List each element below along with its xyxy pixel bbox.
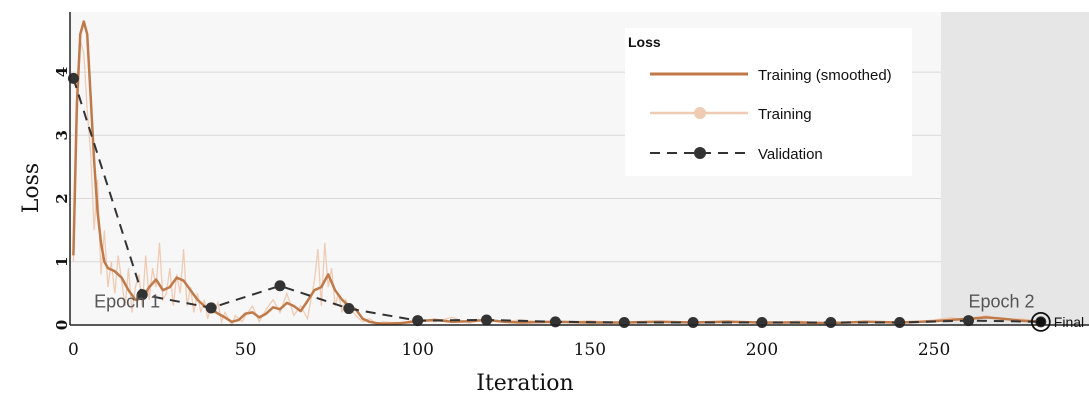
x-tick-label: 0 xyxy=(68,340,79,360)
validation-point xyxy=(687,316,699,328)
plot-background xyxy=(70,12,1089,325)
x-tick-label: 250 xyxy=(918,340,950,360)
validation-point xyxy=(481,314,493,326)
legend-label-validation: Validation xyxy=(758,146,823,163)
validation-point xyxy=(136,289,148,301)
y-tick-label: 4 xyxy=(53,67,71,77)
final-dot xyxy=(1036,317,1046,327)
x-tick-label: 50 xyxy=(235,340,257,360)
x-tick-label: 150 xyxy=(574,340,606,360)
validation-point xyxy=(618,316,630,328)
validation-point xyxy=(756,316,768,328)
validation-point xyxy=(343,303,355,315)
validation-point xyxy=(412,315,424,327)
epoch2-shaded-region xyxy=(940,12,1089,325)
training-smoothed-line xyxy=(72,20,1041,325)
x-tick-label: 200 xyxy=(746,340,778,360)
legend-label-smoothed: Training (smoothed) xyxy=(758,67,892,84)
validation-point xyxy=(205,302,217,314)
legend-title: Loss xyxy=(628,34,661,50)
y-tick-label: 1 xyxy=(53,257,71,267)
epoch-1-label: Epoch 1 xyxy=(94,291,160,311)
y-tick-label: 0 xyxy=(53,320,71,330)
final-ring xyxy=(1030,311,1051,332)
validation-point xyxy=(825,316,837,328)
final-marker xyxy=(1030,311,1051,332)
y-tick-label: 2 xyxy=(53,193,71,203)
y-tick-label: 3 xyxy=(53,130,71,140)
legend-marker-validation xyxy=(694,147,706,159)
validation-point xyxy=(963,315,975,327)
validation-point xyxy=(274,280,286,292)
plot-area xyxy=(70,12,1089,325)
x-ticks: 0 50 100 150 200 250 xyxy=(68,340,950,360)
y-ticks: 0 1 2 3 4 xyxy=(53,67,71,330)
y-axis-label: Loss xyxy=(19,163,44,213)
legend-box xyxy=(625,28,912,176)
epoch-2-label: Epoch 2 xyxy=(969,291,1035,311)
x-tick-label: 100 xyxy=(401,340,433,360)
validation-point xyxy=(894,316,906,328)
shaded-rect xyxy=(940,12,1089,325)
legend-marker-training xyxy=(694,107,706,119)
legend-label-training: Training xyxy=(758,106,812,123)
series-layer xyxy=(67,20,1047,328)
axes xyxy=(69,12,1089,326)
x-axis-label: Iteration xyxy=(476,371,573,396)
final-label: Final xyxy=(1054,314,1084,330)
legend: Loss Training (smoothed) Training Valida… xyxy=(625,28,912,176)
